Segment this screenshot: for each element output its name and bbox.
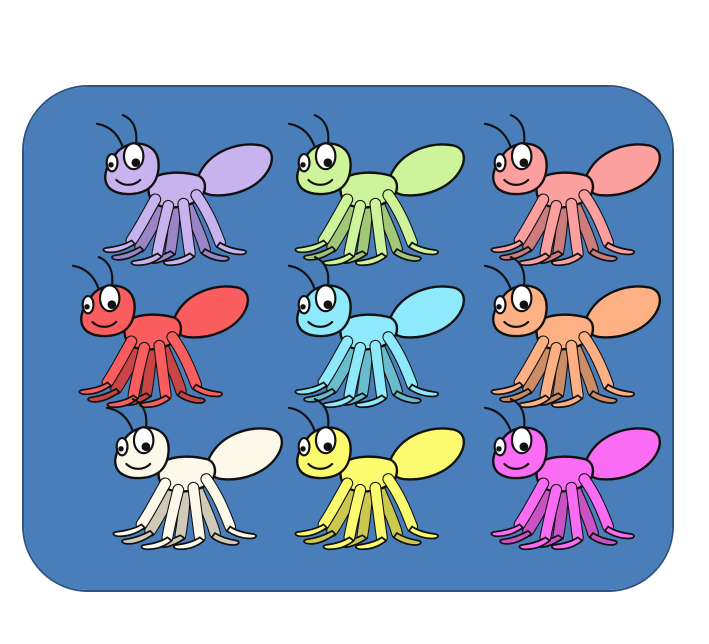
ant-panel [22,85,674,592]
ant-figure [71,256,250,409]
ant-figure [95,114,274,267]
ant-figure [105,398,284,551]
ant-figure [287,114,466,267]
ants-layer [71,114,662,551]
ant-figure [483,114,662,267]
ant-figure [287,256,466,409]
ant-figure [483,398,662,551]
ant-figure [483,256,662,409]
ant-grid [24,87,672,590]
ant-figure [287,398,466,551]
